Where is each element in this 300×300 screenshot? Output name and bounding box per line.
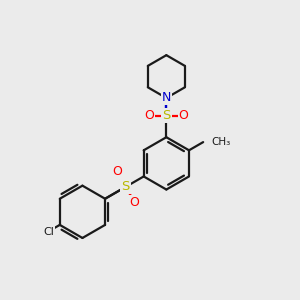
Text: O: O <box>130 196 140 209</box>
Text: O: O <box>112 165 122 178</box>
Text: O: O <box>178 109 188 122</box>
Text: S: S <box>162 109 170 122</box>
Text: N: N <box>162 92 171 104</box>
Text: N: N <box>162 92 171 104</box>
Text: CH₃: CH₃ <box>212 137 231 147</box>
Text: S: S <box>122 180 130 194</box>
Text: O: O <box>144 109 154 122</box>
Text: Cl: Cl <box>43 227 54 237</box>
